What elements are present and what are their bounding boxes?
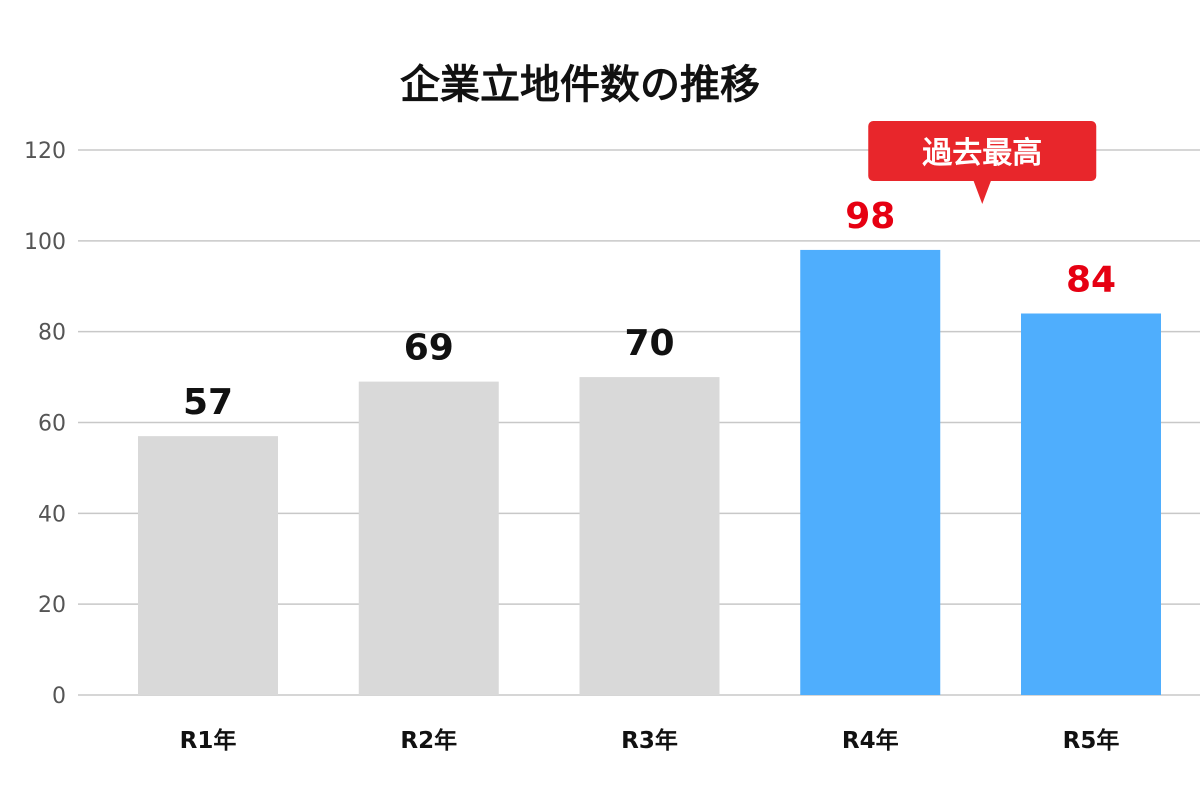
x-tick-label: R2年: [400, 727, 457, 754]
y-tick-label: 60: [38, 412, 66, 437]
y-tick-label: 100: [24, 230, 66, 255]
data-label: 69: [404, 328, 454, 369]
x-axis: R1年 R2年 R3年 R4年 R5年: [180, 727, 1120, 754]
bar: [358, 381, 499, 695]
data-label: 70: [624, 323, 674, 364]
record-high-callout: 過去最高: [868, 121, 1097, 204]
y-tick-label: 120: [24, 139, 66, 164]
data-label: 57: [183, 382, 233, 423]
bars: [138, 249, 1161, 695]
bar: [1021, 313, 1161, 695]
bar: [800, 249, 941, 695]
y-tick-label: 40: [38, 502, 66, 527]
bar: [138, 436, 278, 695]
chart-title: 企業立地件数の推移: [400, 62, 760, 108]
data-label: 98: [845, 196, 895, 237]
data-labels: 57 69 70 98 84: [183, 196, 1116, 423]
y-tick-label: 80: [38, 321, 66, 346]
x-tick-label: R3年: [621, 727, 678, 754]
callout-box: [868, 121, 1097, 181]
y-tick-label: 0: [52, 684, 66, 709]
bar: [579, 377, 720, 695]
callout-text: 過去最高: [922, 136, 1042, 171]
y-tick-label: 20: [38, 593, 66, 618]
callout-pointer: [973, 180, 992, 204]
data-label: 84: [1066, 260, 1116, 301]
x-tick-label: R1年: [180, 727, 237, 754]
x-tick-label: R5年: [1063, 727, 1120, 754]
y-axis: 0 20 40 60 80 100 120: [24, 139, 66, 709]
x-tick-label: R4年: [842, 727, 899, 754]
